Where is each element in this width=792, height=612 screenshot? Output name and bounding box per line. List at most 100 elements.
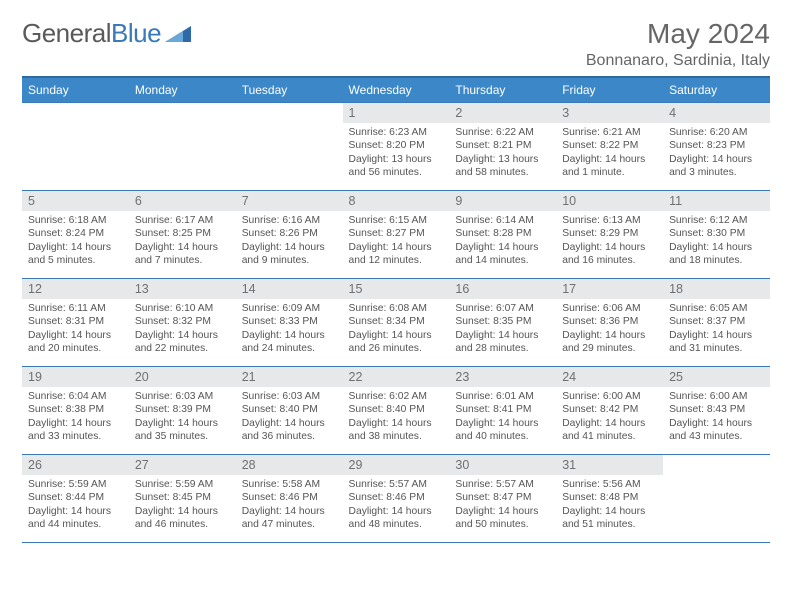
sunset-text: Sunset: 8:40 PM bbox=[349, 403, 444, 416]
sunset-text: Sunset: 8:48 PM bbox=[562, 491, 657, 504]
calendar-cell: 13Sunrise: 6:10 AMSunset: 8:32 PMDayligh… bbox=[129, 279, 236, 367]
sunset-text: Sunset: 8:28 PM bbox=[455, 227, 550, 240]
calendar-cell: 21Sunrise: 6:03 AMSunset: 8:40 PMDayligh… bbox=[236, 367, 343, 455]
weekday-header: Saturday bbox=[663, 77, 770, 103]
sunrise-text: Sunrise: 6:01 AM bbox=[455, 390, 550, 403]
day-number: 13 bbox=[129, 279, 236, 299]
title-block: May 2024 Bonnanaro, Sardinia, Italy bbox=[586, 18, 770, 70]
sunset-text: Sunset: 8:23 PM bbox=[669, 139, 764, 152]
day-number: 9 bbox=[449, 191, 556, 211]
sunset-text: Sunset: 8:33 PM bbox=[242, 315, 337, 328]
daylight-text: Daylight: 14 hours and 46 minutes. bbox=[135, 505, 230, 532]
sunset-text: Sunset: 8:37 PM bbox=[669, 315, 764, 328]
day-number: 15 bbox=[343, 279, 450, 299]
sunrise-text: Sunrise: 5:59 AM bbox=[135, 478, 230, 491]
daylight-text: Daylight: 14 hours and 36 minutes. bbox=[242, 417, 337, 444]
day-data: Sunrise: 6:22 AMSunset: 8:21 PMDaylight:… bbox=[449, 123, 556, 184]
sunrise-text: Sunrise: 6:03 AM bbox=[242, 390, 337, 403]
day-number: 27 bbox=[129, 455, 236, 475]
day-number: 11 bbox=[663, 191, 770, 211]
day-number: 14 bbox=[236, 279, 343, 299]
day-number: 10 bbox=[556, 191, 663, 211]
location: Bonnanaro, Sardinia, Italy bbox=[586, 52, 770, 70]
daylight-text: Daylight: 14 hours and 35 minutes. bbox=[135, 417, 230, 444]
day-data: Sunrise: 6:12 AMSunset: 8:30 PMDaylight:… bbox=[663, 211, 770, 272]
sunrise-text: Sunrise: 6:07 AM bbox=[455, 302, 550, 315]
sunrise-text: Sunrise: 6:05 AM bbox=[669, 302, 764, 315]
day-number: 18 bbox=[663, 279, 770, 299]
day-number: 28 bbox=[236, 455, 343, 475]
day-number: 22 bbox=[343, 367, 450, 387]
day-data: Sunrise: 6:18 AMSunset: 8:24 PMDaylight:… bbox=[22, 211, 129, 272]
day-number: 21 bbox=[236, 367, 343, 387]
daylight-text: Daylight: 14 hours and 26 minutes. bbox=[349, 329, 444, 356]
calendar-cell: 25Sunrise: 6:00 AMSunset: 8:43 PMDayligh… bbox=[663, 367, 770, 455]
day-data: Sunrise: 6:11 AMSunset: 8:31 PMDaylight:… bbox=[22, 299, 129, 360]
day-data: Sunrise: 6:13 AMSunset: 8:29 PMDaylight:… bbox=[556, 211, 663, 272]
calendar-cell: 12Sunrise: 6:11 AMSunset: 8:31 PMDayligh… bbox=[22, 279, 129, 367]
day-data: Sunrise: 5:57 AMSunset: 8:47 PMDaylight:… bbox=[449, 475, 556, 536]
daylight-text: Daylight: 14 hours and 43 minutes. bbox=[669, 417, 764, 444]
sunset-text: Sunset: 8:24 PM bbox=[28, 227, 123, 240]
calendar-row: 5Sunrise: 6:18 AMSunset: 8:24 PMDaylight… bbox=[22, 191, 770, 279]
day-data: Sunrise: 6:02 AMSunset: 8:40 PMDaylight:… bbox=[343, 387, 450, 448]
sunrise-text: Sunrise: 6:18 AM bbox=[28, 214, 123, 227]
sunset-text: Sunset: 8:29 PM bbox=[562, 227, 657, 240]
calendar-cell: 4Sunrise: 6:20 AMSunset: 8:23 PMDaylight… bbox=[663, 103, 770, 191]
calendar-cell: 14Sunrise: 6:09 AMSunset: 8:33 PMDayligh… bbox=[236, 279, 343, 367]
weekday-header: Friday bbox=[556, 77, 663, 103]
calendar-cell bbox=[663, 455, 770, 543]
daylight-text: Daylight: 14 hours and 14 minutes. bbox=[455, 241, 550, 268]
daylight-text: Daylight: 14 hours and 3 minutes. bbox=[669, 153, 764, 180]
day-number: 16 bbox=[449, 279, 556, 299]
calendar-cell: 9Sunrise: 6:14 AMSunset: 8:28 PMDaylight… bbox=[449, 191, 556, 279]
sunrise-text: Sunrise: 5:57 AM bbox=[349, 478, 444, 491]
day-number: 7 bbox=[236, 191, 343, 211]
calendar-cell: 19Sunrise: 6:04 AMSunset: 8:38 PMDayligh… bbox=[22, 367, 129, 455]
sunrise-text: Sunrise: 6:15 AM bbox=[349, 214, 444, 227]
day-number: 17 bbox=[556, 279, 663, 299]
sunrise-text: Sunrise: 6:09 AM bbox=[242, 302, 337, 315]
calendar-cell: 28Sunrise: 5:58 AMSunset: 8:46 PMDayligh… bbox=[236, 455, 343, 543]
daylight-text: Daylight: 14 hours and 50 minutes. bbox=[455, 505, 550, 532]
calendar-cell: 29Sunrise: 5:57 AMSunset: 8:46 PMDayligh… bbox=[343, 455, 450, 543]
calendar-cell: 7Sunrise: 6:16 AMSunset: 8:26 PMDaylight… bbox=[236, 191, 343, 279]
weekday-header: Sunday bbox=[22, 77, 129, 103]
daylight-text: Daylight: 14 hours and 38 minutes. bbox=[349, 417, 444, 444]
daylight-text: Daylight: 14 hours and 40 minutes. bbox=[455, 417, 550, 444]
sunrise-text: Sunrise: 6:21 AM bbox=[562, 126, 657, 139]
sunrise-text: Sunrise: 6:13 AM bbox=[562, 214, 657, 227]
calendar-cell: 22Sunrise: 6:02 AMSunset: 8:40 PMDayligh… bbox=[343, 367, 450, 455]
sunset-text: Sunset: 8:42 PM bbox=[562, 403, 657, 416]
day-number: 30 bbox=[449, 455, 556, 475]
day-data: Sunrise: 6:01 AMSunset: 8:41 PMDaylight:… bbox=[449, 387, 556, 448]
day-data: Sunrise: 6:20 AMSunset: 8:23 PMDaylight:… bbox=[663, 123, 770, 184]
day-number: 25 bbox=[663, 367, 770, 387]
daylight-text: Daylight: 14 hours and 20 minutes. bbox=[28, 329, 123, 356]
day-data: Sunrise: 6:09 AMSunset: 8:33 PMDaylight:… bbox=[236, 299, 343, 360]
sunset-text: Sunset: 8:43 PM bbox=[669, 403, 764, 416]
sunrise-text: Sunrise: 5:56 AM bbox=[562, 478, 657, 491]
sunrise-text: Sunrise: 5:57 AM bbox=[455, 478, 550, 491]
sunset-text: Sunset: 8:32 PM bbox=[135, 315, 230, 328]
day-number: 5 bbox=[22, 191, 129, 211]
day-number: 26 bbox=[22, 455, 129, 475]
sunrise-text: Sunrise: 6:12 AM bbox=[669, 214, 764, 227]
daylight-text: Daylight: 14 hours and 1 minute. bbox=[562, 153, 657, 180]
calendar-cell: 16Sunrise: 6:07 AMSunset: 8:35 PMDayligh… bbox=[449, 279, 556, 367]
daylight-text: Daylight: 14 hours and 48 minutes. bbox=[349, 505, 444, 532]
day-number: 12 bbox=[22, 279, 129, 299]
logo-text-2: Blue bbox=[111, 18, 161, 49]
daylight-text: Daylight: 14 hours and 29 minutes. bbox=[562, 329, 657, 356]
day-data: Sunrise: 6:15 AMSunset: 8:27 PMDaylight:… bbox=[343, 211, 450, 272]
sunrise-text: Sunrise: 6:10 AM bbox=[135, 302, 230, 315]
sunset-text: Sunset: 8:31 PM bbox=[28, 315, 123, 328]
day-number: 6 bbox=[129, 191, 236, 211]
sunrise-text: Sunrise: 6:23 AM bbox=[349, 126, 444, 139]
calendar-cell: 20Sunrise: 6:03 AMSunset: 8:39 PMDayligh… bbox=[129, 367, 236, 455]
daylight-text: Daylight: 14 hours and 24 minutes. bbox=[242, 329, 337, 356]
weekday-header-row: Sunday Monday Tuesday Wednesday Thursday… bbox=[22, 77, 770, 103]
sunset-text: Sunset: 8:44 PM bbox=[28, 491, 123, 504]
daylight-text: Daylight: 14 hours and 31 minutes. bbox=[669, 329, 764, 356]
sunset-text: Sunset: 8:38 PM bbox=[28, 403, 123, 416]
